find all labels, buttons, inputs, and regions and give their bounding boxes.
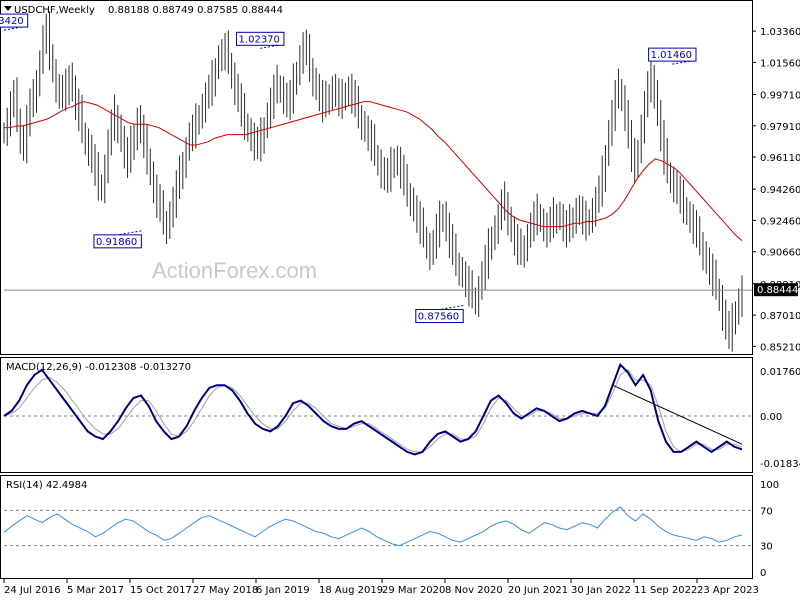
callout-label: 0.87560	[418, 312, 459, 323]
symbol-label: USDCHF,Weekly	[14, 5, 95, 16]
macd-tick-label: 0.017603	[760, 367, 800, 378]
price-tick-label: 1.03360	[760, 27, 800, 38]
macd-tick-label: -0.01834	[760, 459, 800, 470]
rsi-tick-label: 30	[760, 542, 773, 553]
moving-average-line	[4, 101, 743, 241]
price-tick-label: 0.90660	[760, 248, 800, 259]
callout-box	[648, 47, 697, 62]
price-axis-ticks: 1.03360 1.01560 0.99710 0.97910 0.96110 0.942…	[752, 27, 800, 353]
callout-label: 1.02370	[239, 34, 280, 45]
rsi-polyline	[3, 506, 743, 547]
callout-box	[415, 309, 464, 324]
price-tick-label: 0.92460	[760, 216, 800, 227]
current-price-box	[754, 283, 798, 297]
x-tick-label: 5 Mar 2017	[67, 585, 124, 596]
callout-box	[236, 31, 285, 46]
x-tick-label: 23 Apr 2023	[697, 585, 759, 596]
rsi-line	[3, 506, 743, 547]
macd-trendline	[612, 384, 743, 445]
x-tick-label: 6 Jan 2019	[256, 585, 310, 596]
x-tick-label: 18 Aug 2019	[319, 585, 383, 596]
current-price-marker: 0.88444	[4, 283, 798, 297]
x-tick-label: 30 Jan 2022	[571, 585, 631, 596]
price-bars	[3, 11, 743, 352]
price-tick-label: 0.94260	[760, 185, 800, 196]
price-panel-frame	[0, 0, 753, 355]
moving-average-polyline	[4, 101, 743, 241]
callout-box	[0, 13, 29, 28]
x-tick-label: 29 Mar 2020	[382, 585, 445, 596]
macd-line	[3, 362, 743, 456]
rsi-axis-ticks: 100 70 30 0	[4, 480, 779, 579]
macd-lines	[3, 362, 743, 456]
rsi-tick-label: 100	[760, 480, 779, 491]
current-price-label: 0.88444	[757, 285, 798, 296]
x-tick-label: 20 Jun 2021	[508, 585, 568, 596]
price-tick-label: 0.97910	[760, 122, 800, 133]
x-tick-label: 8 Nov 2020	[445, 585, 503, 596]
price-tick-label: 0.87010	[760, 311, 800, 322]
callout-label: 0.91860	[96, 237, 137, 248]
macd-title: MACD(12,26,9) -0.012308 -0.013270	[6, 362, 191, 373]
rsi-panel-frame	[0, 475, 753, 579]
rsi-tick-label: 0	[760, 568, 766, 579]
rsi-title: RSI(14) 42.4984	[6, 480, 87, 491]
macd-axis-ticks: 0.017603 0.00 -0.01834	[4, 367, 800, 470]
macd-tick-label: 0.00	[760, 412, 782, 423]
callout-label: 1.01460	[651, 50, 692, 61]
dropdown-triangle-icon[interactable]	[4, 6, 12, 11]
x-tick-label: 15 Oct 2017	[130, 585, 192, 596]
x-tick-label: 24 Jul 2016	[4, 585, 61, 596]
x-axis-ticks: 24 Jul 2016 5 Mar 2017 15 Oct 2017 27 May 2…	[3, 579, 759, 596]
ohlc-values: 0.88188 0.88749 0.87585 0.88444	[108, 5, 283, 16]
price-tick-label: 0.96110	[760, 153, 800, 164]
x-tick-label: 11 Sep 2022	[634, 585, 697, 596]
price-tick-label: 0.85210	[760, 342, 800, 353]
macd-panel-frame	[0, 357, 753, 473]
price-tick-label: 1.01560	[760, 58, 800, 69]
x-tick-label: 27 May 2018	[193, 585, 258, 596]
watermark: ActionForex.com	[152, 258, 317, 283]
callout-box	[93, 234, 142, 249]
signal-line	[3, 369, 743, 453]
callout-leader	[117, 230, 142, 236]
rsi-tick-label: 70	[760, 506, 773, 517]
price-tick-label: 0.99710	[760, 91, 800, 102]
callout-leader	[439, 305, 464, 311]
